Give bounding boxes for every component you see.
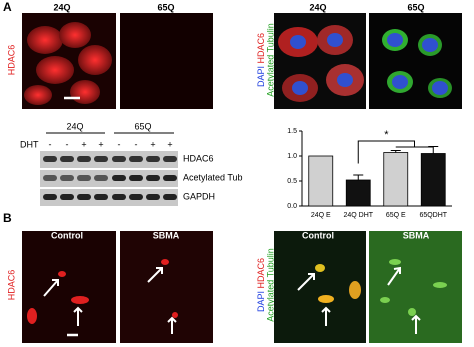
bar — [420, 153, 446, 207]
column-label: SBMA — [153, 230, 180, 240]
dht-sign: + — [167, 139, 172, 149]
inclusions — [161, 259, 178, 318]
dht-sign: - — [49, 139, 52, 149]
band — [43, 156, 57, 162]
band — [112, 156, 126, 162]
stain-tubulin: Acetylated Tubulin — [265, 23, 275, 97]
column-label: Control — [51, 230, 83, 240]
x-tick-label: 24Q DHT — [343, 212, 373, 219]
dht-sign: - — [135, 139, 138, 149]
column-label: Control — [302, 230, 334, 240]
blot-strip — [40, 170, 178, 187]
cells — [382, 29, 452, 98]
micrograph — [120, 231, 213, 343]
column-label: 65Q — [157, 2, 174, 12]
band — [146, 175, 160, 181]
stain-label: HDAC6 — [6, 45, 16, 76]
stain-dapi: DAPI — [256, 66, 266, 87]
column-label: SBMA — [403, 230, 430, 240]
band — [146, 156, 160, 162]
panel-label: B — [3, 211, 12, 225]
fibers — [380, 259, 447, 316]
y-tick-label: 1.0 — [287, 153, 297, 160]
band — [129, 175, 143, 181]
band — [77, 194, 91, 200]
stain-label: DAPI HDAC6 — [256, 33, 266, 87]
x-tick-label: 65QDHT — [419, 212, 447, 219]
band — [146, 194, 160, 200]
blot-row-label: Acetylated Tub — [183, 172, 243, 182]
blot-group: 65Q — [134, 121, 151, 131]
band — [94, 156, 108, 162]
band — [94, 194, 108, 200]
dht-sign: - — [66, 139, 69, 149]
band — [94, 175, 108, 181]
stain-label: HDAC6 — [6, 270, 16, 301]
blot-group: 24Q — [66, 121, 83, 131]
stain-hdac6: HDAC6 — [256, 258, 266, 289]
x-tick-label: 65Q E — [386, 212, 406, 219]
dht-sign: + — [150, 139, 155, 149]
column-label: 24Q — [309, 2, 326, 12]
dht-sign: + — [98, 139, 103, 149]
blot-row-label: GAPDH — [183, 191, 215, 201]
panel-label: A — [3, 0, 12, 14]
band — [43, 175, 57, 181]
band — [163, 175, 177, 181]
micrograph — [22, 231, 116, 343]
band — [60, 194, 74, 200]
column-label: 65Q — [407, 2, 424, 12]
error-bar — [353, 174, 364, 180]
stain-tubulin: Acetylated Tubulin — [265, 248, 275, 322]
cells — [278, 25, 364, 102]
inclusions — [315, 264, 361, 303]
x-tick-label: 24Q E — [311, 212, 331, 219]
bar — [308, 155, 334, 207]
band — [77, 175, 91, 181]
band — [77, 156, 91, 162]
error-bar — [390, 150, 401, 153]
y-tick-label: 1.5 — [287, 128, 297, 135]
band — [60, 156, 74, 162]
band — [60, 175, 74, 181]
cells — [24, 22, 112, 105]
micrograph — [120, 13, 213, 109]
stain-hdac6: HDAC6 — [256, 33, 266, 64]
blot-strip — [40, 151, 178, 168]
stain-label: DAPI HDAC6 — [256, 258, 266, 312]
error-bar — [428, 146, 439, 154]
band — [112, 175, 126, 181]
band — [112, 194, 126, 200]
significance-bracket — [357, 140, 434, 164]
dht-sign: + — [81, 139, 86, 149]
dht-sign: - — [118, 139, 121, 149]
blot-row-label: HDAC6 — [183, 153, 214, 163]
bar — [383, 152, 409, 207]
band — [43, 194, 57, 200]
column-label: 24Q — [53, 2, 70, 12]
band — [163, 156, 177, 162]
arrows — [43, 266, 421, 334]
band — [163, 194, 177, 200]
significance-mark: * — [384, 129, 389, 141]
treatment-label: DHT — [20, 139, 39, 149]
band — [129, 194, 143, 200]
bar — [345, 179, 371, 207]
inclusions — [27, 271, 89, 324]
y-tick-label: 0.0 — [287, 203, 297, 210]
stain-dapi: DAPI — [256, 291, 266, 312]
y-tick-label: 0.5 — [287, 178, 297, 185]
band — [129, 156, 143, 162]
blot-strip — [40, 189, 178, 206]
